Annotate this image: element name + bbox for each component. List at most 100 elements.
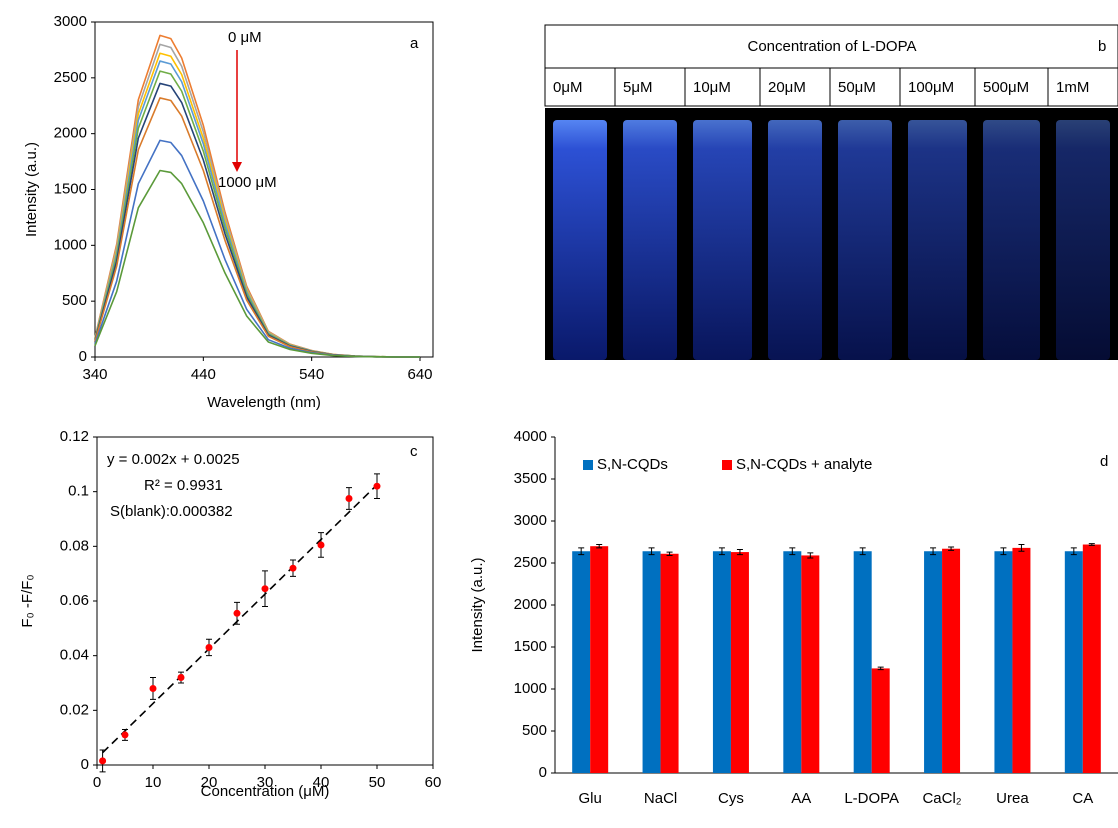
column-label: 10μM (693, 79, 731, 96)
panel-label: a (410, 35, 419, 52)
spectrum-line (94, 139, 420, 358)
y-tick-label: 500 (62, 292, 87, 309)
y-tick-label: 0 (79, 348, 87, 365)
data-point (317, 541, 325, 549)
bar (1082, 544, 1101, 773)
bar (660, 553, 679, 773)
x-tick-label: 440 (191, 366, 216, 383)
y-tick-label: 1500 (54, 180, 87, 197)
error-bar (718, 547, 725, 556)
column-label: 20μM (768, 79, 806, 96)
x-axis-title: Wavelength (nm) (207, 394, 321, 411)
y-tick-label: 0.06 (60, 592, 89, 609)
bar (871, 668, 890, 773)
data-point (261, 585, 269, 593)
y-tick-label: 4000 (514, 428, 547, 445)
y-axis-title: Intensity (a.u.) (23, 142, 40, 237)
data-point (177, 674, 185, 682)
x-tick-label: 640 (407, 366, 432, 383)
x-tick-label: 10 (145, 774, 162, 791)
spectrum-line (94, 70, 420, 358)
bar (1064, 551, 1083, 773)
legend-swatch (583, 460, 593, 470)
spectrum-line (94, 97, 420, 358)
legend-label: S,N-CQDs + analyte (736, 456, 872, 473)
y-tick-label: 0.08 (60, 537, 89, 554)
spectrum-line (94, 82, 420, 358)
panel-label: d (1100, 453, 1108, 470)
annotation: 0 μM (228, 29, 262, 46)
spectrum-line (94, 169, 420, 358)
data-point (373, 482, 381, 490)
label-cell (759, 67, 831, 107)
label-cell (899, 67, 976, 107)
error-bar (859, 547, 866, 556)
data-point (99, 757, 107, 765)
x-tick-label: AA (791, 790, 811, 807)
annotation: 1000 μM (218, 174, 277, 191)
data-point (233, 609, 241, 617)
x-tick-label: CaCl₂ (922, 790, 961, 807)
cuvette (693, 120, 752, 360)
label-cell (614, 67, 686, 107)
y-tick-label: 3500 (514, 470, 547, 487)
bar (853, 551, 872, 773)
bar (730, 552, 749, 773)
cuvette (983, 120, 1040, 360)
error-bar (807, 552, 814, 559)
cuvette (838, 120, 892, 360)
y-tick-label: 1000 (54, 236, 87, 253)
x-tick-label: 60 (425, 774, 442, 791)
bar (1012, 547, 1031, 773)
legend-swatch (722, 460, 732, 470)
panel: 0 500 1000 1500 2000 2500 3000 340 440 540 640 Wave… (23, 13, 434, 411)
column-label: 5μM (623, 79, 652, 96)
cuvette (908, 120, 967, 360)
bar (590, 546, 609, 773)
panel-label: b (1098, 38, 1106, 55)
column-label: 0μM (553, 79, 582, 96)
x-tick-label: 0 (93, 774, 101, 791)
y-tick-label: 0.02 (60, 701, 89, 718)
label-cell (974, 67, 1049, 107)
panel: 0 0.02 0.04 0.06 0.08 0.1 0.12 0 10 20 30 40 50 60 Con… (19, 428, 441, 800)
x-tick-label: L-DOPA (844, 790, 899, 807)
y-tick-label: 0.04 (60, 647, 89, 664)
cuvette (623, 120, 677, 360)
data-point (149, 684, 157, 692)
y-tick-label: 0 (539, 764, 547, 781)
data-point (289, 564, 297, 572)
y-axis-title: Intensity (a.u.) (469, 557, 486, 652)
y-tick-label: 2500 (54, 69, 87, 86)
legend-label: S,N-CQDs (597, 456, 668, 473)
error-bar (948, 546, 955, 551)
x-tick-label: 540 (299, 366, 324, 383)
bar (942, 548, 961, 773)
x-tick-label: 40 (313, 774, 330, 791)
cuvette (553, 120, 607, 360)
column-label: 50μM (838, 79, 876, 96)
header-box (544, 24, 1118, 69)
y-tick-label: 3000 (514, 512, 547, 529)
label-cell (1047, 67, 1118, 107)
panel: 0 500 1000 1500 2000 2500 3000 3500 4000 Glu NaCl C… (469, 428, 1118, 807)
bar (783, 551, 802, 773)
bar (801, 555, 820, 773)
error-bar (666, 551, 673, 556)
arrow-head (232, 162, 242, 172)
error-bar (596, 544, 603, 549)
y-tick-label: 2000 (54, 125, 87, 142)
error-bar (578, 547, 585, 556)
x-tick-label: 50 (369, 774, 386, 791)
error-bar (1018, 544, 1025, 552)
y-tick-label: 0 (81, 756, 89, 773)
annotation: y = 0.002x + 0.0025 (107, 451, 240, 468)
y-axis-title: F₀ -F/F₀ (19, 574, 36, 627)
error-bar (736, 549, 743, 556)
panel: Concentration of L-DOPA b 0μM 5μM 10μM 20μM 50… (544, 24, 1118, 360)
data-point (205, 643, 213, 651)
label-cell (544, 67, 616, 107)
bar (924, 551, 943, 773)
x-tick-label: Urea (996, 790, 1029, 807)
label-cell (829, 67, 901, 107)
